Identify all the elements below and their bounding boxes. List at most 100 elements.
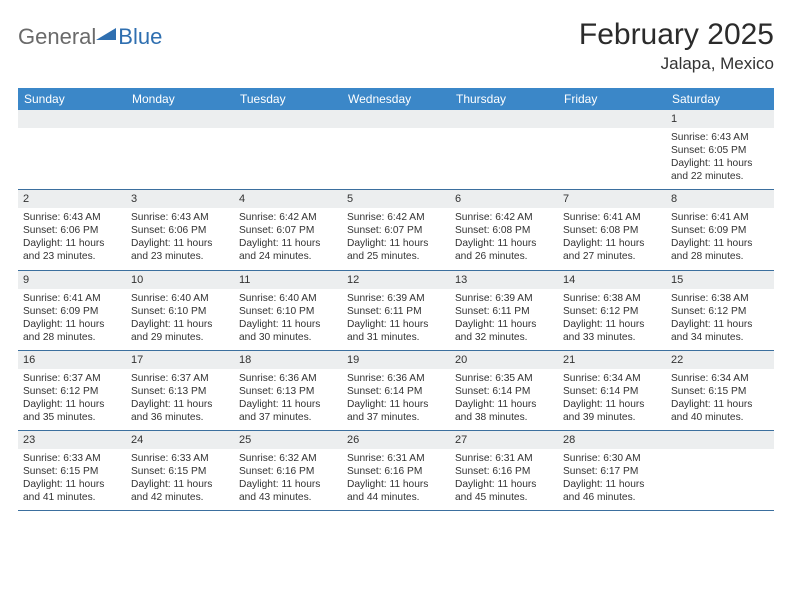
calendar-day-empty — [342, 110, 450, 189]
day-number: 8 — [671, 193, 677, 205]
calendar-day: 5Sunrise: 6:42 AMSunset: 6:07 PMDaylight… — [342, 190, 450, 269]
logo-triangle-icon — [96, 24, 118, 50]
calendar-week-row: 2Sunrise: 6:43 AMSunset: 6:06 PMDaylight… — [18, 190, 774, 270]
day-number: 14 — [563, 274, 575, 286]
day-number: 5 — [347, 193, 353, 205]
daylight-line: Daylight: 11 hours and 28 minutes. — [671, 237, 769, 263]
sunrise-line: Sunrise: 6:39 AM — [347, 292, 445, 305]
calendar-day: 15Sunrise: 6:38 AMSunset: 6:12 PMDayligh… — [666, 271, 774, 350]
weekday-header: Wednesday — [342, 88, 450, 110]
daylight-line: Daylight: 11 hours and 22 minutes. — [671, 157, 769, 183]
day-number: 25 — [239, 434, 251, 446]
sunrise-line: Sunrise: 6:37 AM — [23, 372, 121, 385]
calendar-week-row: 16Sunrise: 6:37 AMSunset: 6:12 PMDayligh… — [18, 351, 774, 431]
daylight-line: Daylight: 11 hours and 30 minutes. — [239, 318, 337, 344]
sunset-line: Sunset: 6:09 PM — [671, 224, 769, 237]
calendar-day: 9Sunrise: 6:41 AMSunset: 6:09 PMDaylight… — [18, 271, 126, 350]
calendar: SundayMondayTuesdayWednesdayThursdayFrid… — [18, 88, 774, 511]
sunrise-line: Sunrise: 6:41 AM — [671, 211, 769, 224]
daylight-line: Daylight: 11 hours and 26 minutes. — [455, 237, 553, 263]
daylight-line: Daylight: 11 hours and 40 minutes. — [671, 398, 769, 424]
weekday-header-row: SundayMondayTuesdayWednesdayThursdayFrid… — [18, 88, 774, 110]
daylight-line: Daylight: 11 hours and 45 minutes. — [455, 478, 553, 504]
sunset-line: Sunset: 6:11 PM — [347, 305, 445, 318]
sunset-line: Sunset: 6:15 PM — [23, 465, 121, 478]
sunrise-line: Sunrise: 6:33 AM — [131, 452, 229, 465]
daylight-line: Daylight: 11 hours and 23 minutes. — [131, 237, 229, 263]
day-number: 16 — [23, 354, 35, 366]
sunrise-line: Sunrise: 6:39 AM — [455, 292, 553, 305]
calendar-day: 2Sunrise: 6:43 AMSunset: 6:06 PMDaylight… — [18, 190, 126, 269]
day-number: 22 — [671, 354, 683, 366]
calendar-day: 19Sunrise: 6:36 AMSunset: 6:14 PMDayligh… — [342, 351, 450, 430]
sunset-line: Sunset: 6:15 PM — [131, 465, 229, 478]
sunrise-line: Sunrise: 6:31 AM — [455, 452, 553, 465]
sunrise-line: Sunrise: 6:40 AM — [239, 292, 337, 305]
day-number: 28 — [563, 434, 575, 446]
sunset-line: Sunset: 6:10 PM — [131, 305, 229, 318]
location-label: Jalapa, Mexico — [579, 54, 774, 74]
sunset-line: Sunset: 6:08 PM — [455, 224, 553, 237]
sunset-line: Sunset: 6:16 PM — [455, 465, 553, 478]
sunset-line: Sunset: 6:15 PM — [671, 385, 769, 398]
weekday-header: Monday — [126, 88, 234, 110]
sunset-line: Sunset: 6:17 PM — [563, 465, 661, 478]
sunrise-line: Sunrise: 6:31 AM — [347, 452, 445, 465]
day-number: 3 — [131, 193, 137, 205]
calendar-day: 20Sunrise: 6:35 AMSunset: 6:14 PMDayligh… — [450, 351, 558, 430]
weekday-header: Friday — [558, 88, 666, 110]
sunrise-line: Sunrise: 6:37 AM — [131, 372, 229, 385]
sunset-line: Sunset: 6:13 PM — [239, 385, 337, 398]
sunset-line: Sunset: 6:05 PM — [671, 144, 769, 157]
sunset-line: Sunset: 6:09 PM — [23, 305, 121, 318]
day-number: 7 — [563, 193, 569, 205]
day-number: 4 — [239, 193, 245, 205]
daylight-line: Daylight: 11 hours and 35 minutes. — [23, 398, 121, 424]
day-number: 21 — [563, 354, 575, 366]
calendar-day: 12Sunrise: 6:39 AMSunset: 6:11 PMDayligh… — [342, 271, 450, 350]
weekday-header: Saturday — [666, 88, 774, 110]
sunset-line: Sunset: 6:07 PM — [239, 224, 337, 237]
day-number: 24 — [131, 434, 143, 446]
daylight-line: Daylight: 11 hours and 43 minutes. — [239, 478, 337, 504]
sunrise-line: Sunrise: 6:43 AM — [131, 211, 229, 224]
calendar-day: 18Sunrise: 6:36 AMSunset: 6:13 PMDayligh… — [234, 351, 342, 430]
day-number: 12 — [347, 274, 359, 286]
daylight-line: Daylight: 11 hours and 23 minutes. — [23, 237, 121, 263]
day-number: 13 — [455, 274, 467, 286]
calendar-day-empty — [126, 110, 234, 189]
sunrise-line: Sunrise: 6:30 AM — [563, 452, 661, 465]
calendar-day: 16Sunrise: 6:37 AMSunset: 6:12 PMDayligh… — [18, 351, 126, 430]
header: General Blue February 2025 Jalapa, Mexic… — [18, 18, 774, 74]
weekday-header: Sunday — [18, 88, 126, 110]
sunrise-line: Sunrise: 6:43 AM — [23, 211, 121, 224]
sunrise-line: Sunrise: 6:38 AM — [671, 292, 769, 305]
day-number: 17 — [131, 354, 143, 366]
calendar-week-row: 1Sunrise: 6:43 AMSunset: 6:05 PMDaylight… — [18, 110, 774, 190]
sunset-line: Sunset: 6:07 PM — [347, 224, 445, 237]
calendar-week-row: 9Sunrise: 6:41 AMSunset: 6:09 PMDaylight… — [18, 271, 774, 351]
calendar-day: 14Sunrise: 6:38 AMSunset: 6:12 PMDayligh… — [558, 271, 666, 350]
calendar-day: 28Sunrise: 6:30 AMSunset: 6:17 PMDayligh… — [558, 431, 666, 510]
calendar-day: 22Sunrise: 6:34 AMSunset: 6:15 PMDayligh… — [666, 351, 774, 430]
sunset-line: Sunset: 6:08 PM — [563, 224, 661, 237]
sunset-line: Sunset: 6:16 PM — [239, 465, 337, 478]
sunrise-line: Sunrise: 6:42 AM — [455, 211, 553, 224]
daylight-line: Daylight: 11 hours and 24 minutes. — [239, 237, 337, 263]
calendar-day: 23Sunrise: 6:33 AMSunset: 6:15 PMDayligh… — [18, 431, 126, 510]
logo-text-general: General — [18, 24, 96, 50]
sunrise-line: Sunrise: 6:43 AM — [671, 131, 769, 144]
sunrise-line: Sunrise: 6:38 AM — [563, 292, 661, 305]
calendar-day-empty — [18, 110, 126, 189]
day-number: 26 — [347, 434, 359, 446]
day-number: 20 — [455, 354, 467, 366]
calendar-day: 17Sunrise: 6:37 AMSunset: 6:13 PMDayligh… — [126, 351, 234, 430]
day-number: 27 — [455, 434, 467, 446]
calendar-day: 1Sunrise: 6:43 AMSunset: 6:05 PMDaylight… — [666, 110, 774, 189]
calendar-day: 25Sunrise: 6:32 AMSunset: 6:16 PMDayligh… — [234, 431, 342, 510]
daylight-line: Daylight: 11 hours and 44 minutes. — [347, 478, 445, 504]
daylight-line: Daylight: 11 hours and 37 minutes. — [239, 398, 337, 424]
day-number: 18 — [239, 354, 251, 366]
sunset-line: Sunset: 6:13 PM — [131, 385, 229, 398]
calendar-day-empty — [666, 431, 774, 510]
